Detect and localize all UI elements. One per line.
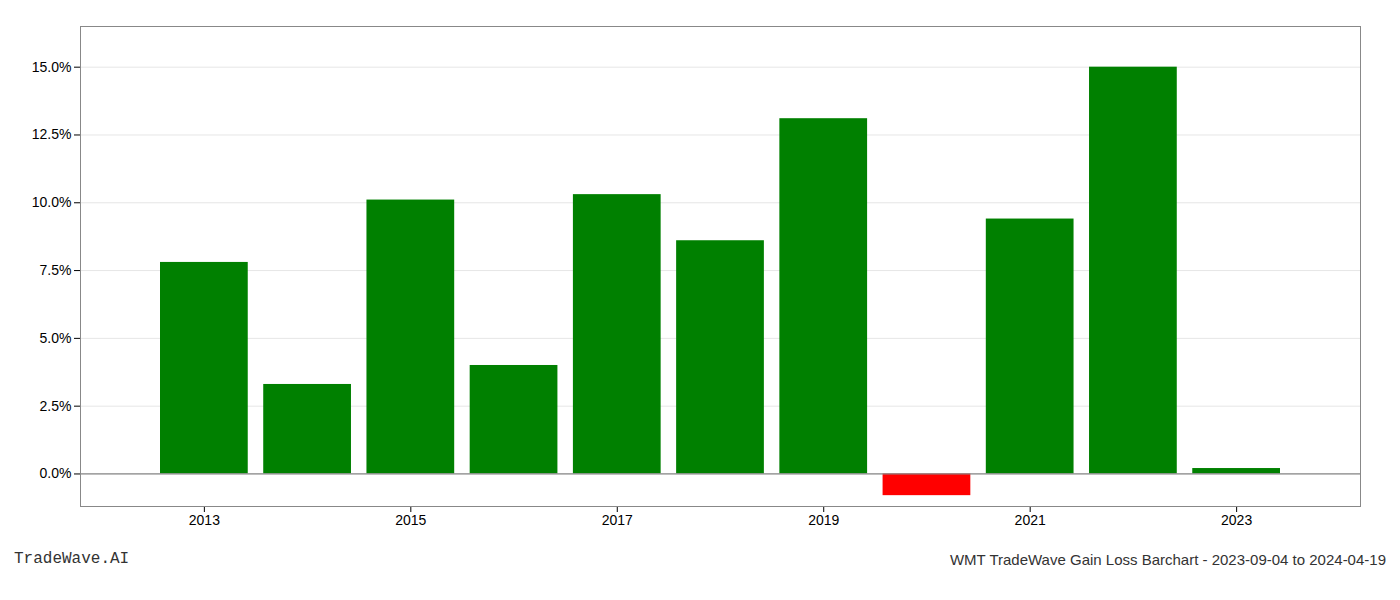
html-text:TradeWave.AI: TradeWave.AI (14, 550, 130, 568)
svg-text:2015: 2015 (395, 512, 426, 528)
svg-text:10.0%: 10.0% (32, 194, 72, 210)
svg-text:5.0%: 5.0% (40, 330, 72, 346)
svg-text:2.5%: 2.5% (40, 398, 72, 414)
svg-text:2013: 2013 (189, 512, 220, 528)
svg-text:12.5%: 12.5% (32, 126, 72, 142)
html-text:WMT TradeWave Gain Loss Barcha: WMT TradeWave Gain Loss Barchart - 2023-… (949, 551, 1386, 568)
svg-text:2019: 2019 (808, 512, 839, 528)
svg-text:2023: 2023 (1221, 512, 1252, 528)
svg-text:7.5%: 7.5% (40, 262, 72, 278)
svg-text:0.0%: 0.0% (40, 465, 72, 481)
svg-text:2017: 2017 (602, 512, 633, 528)
svg-text:15.0%: 15.0% (32, 59, 72, 75)
svg-text:2021: 2021 (1015, 512, 1046, 528)
